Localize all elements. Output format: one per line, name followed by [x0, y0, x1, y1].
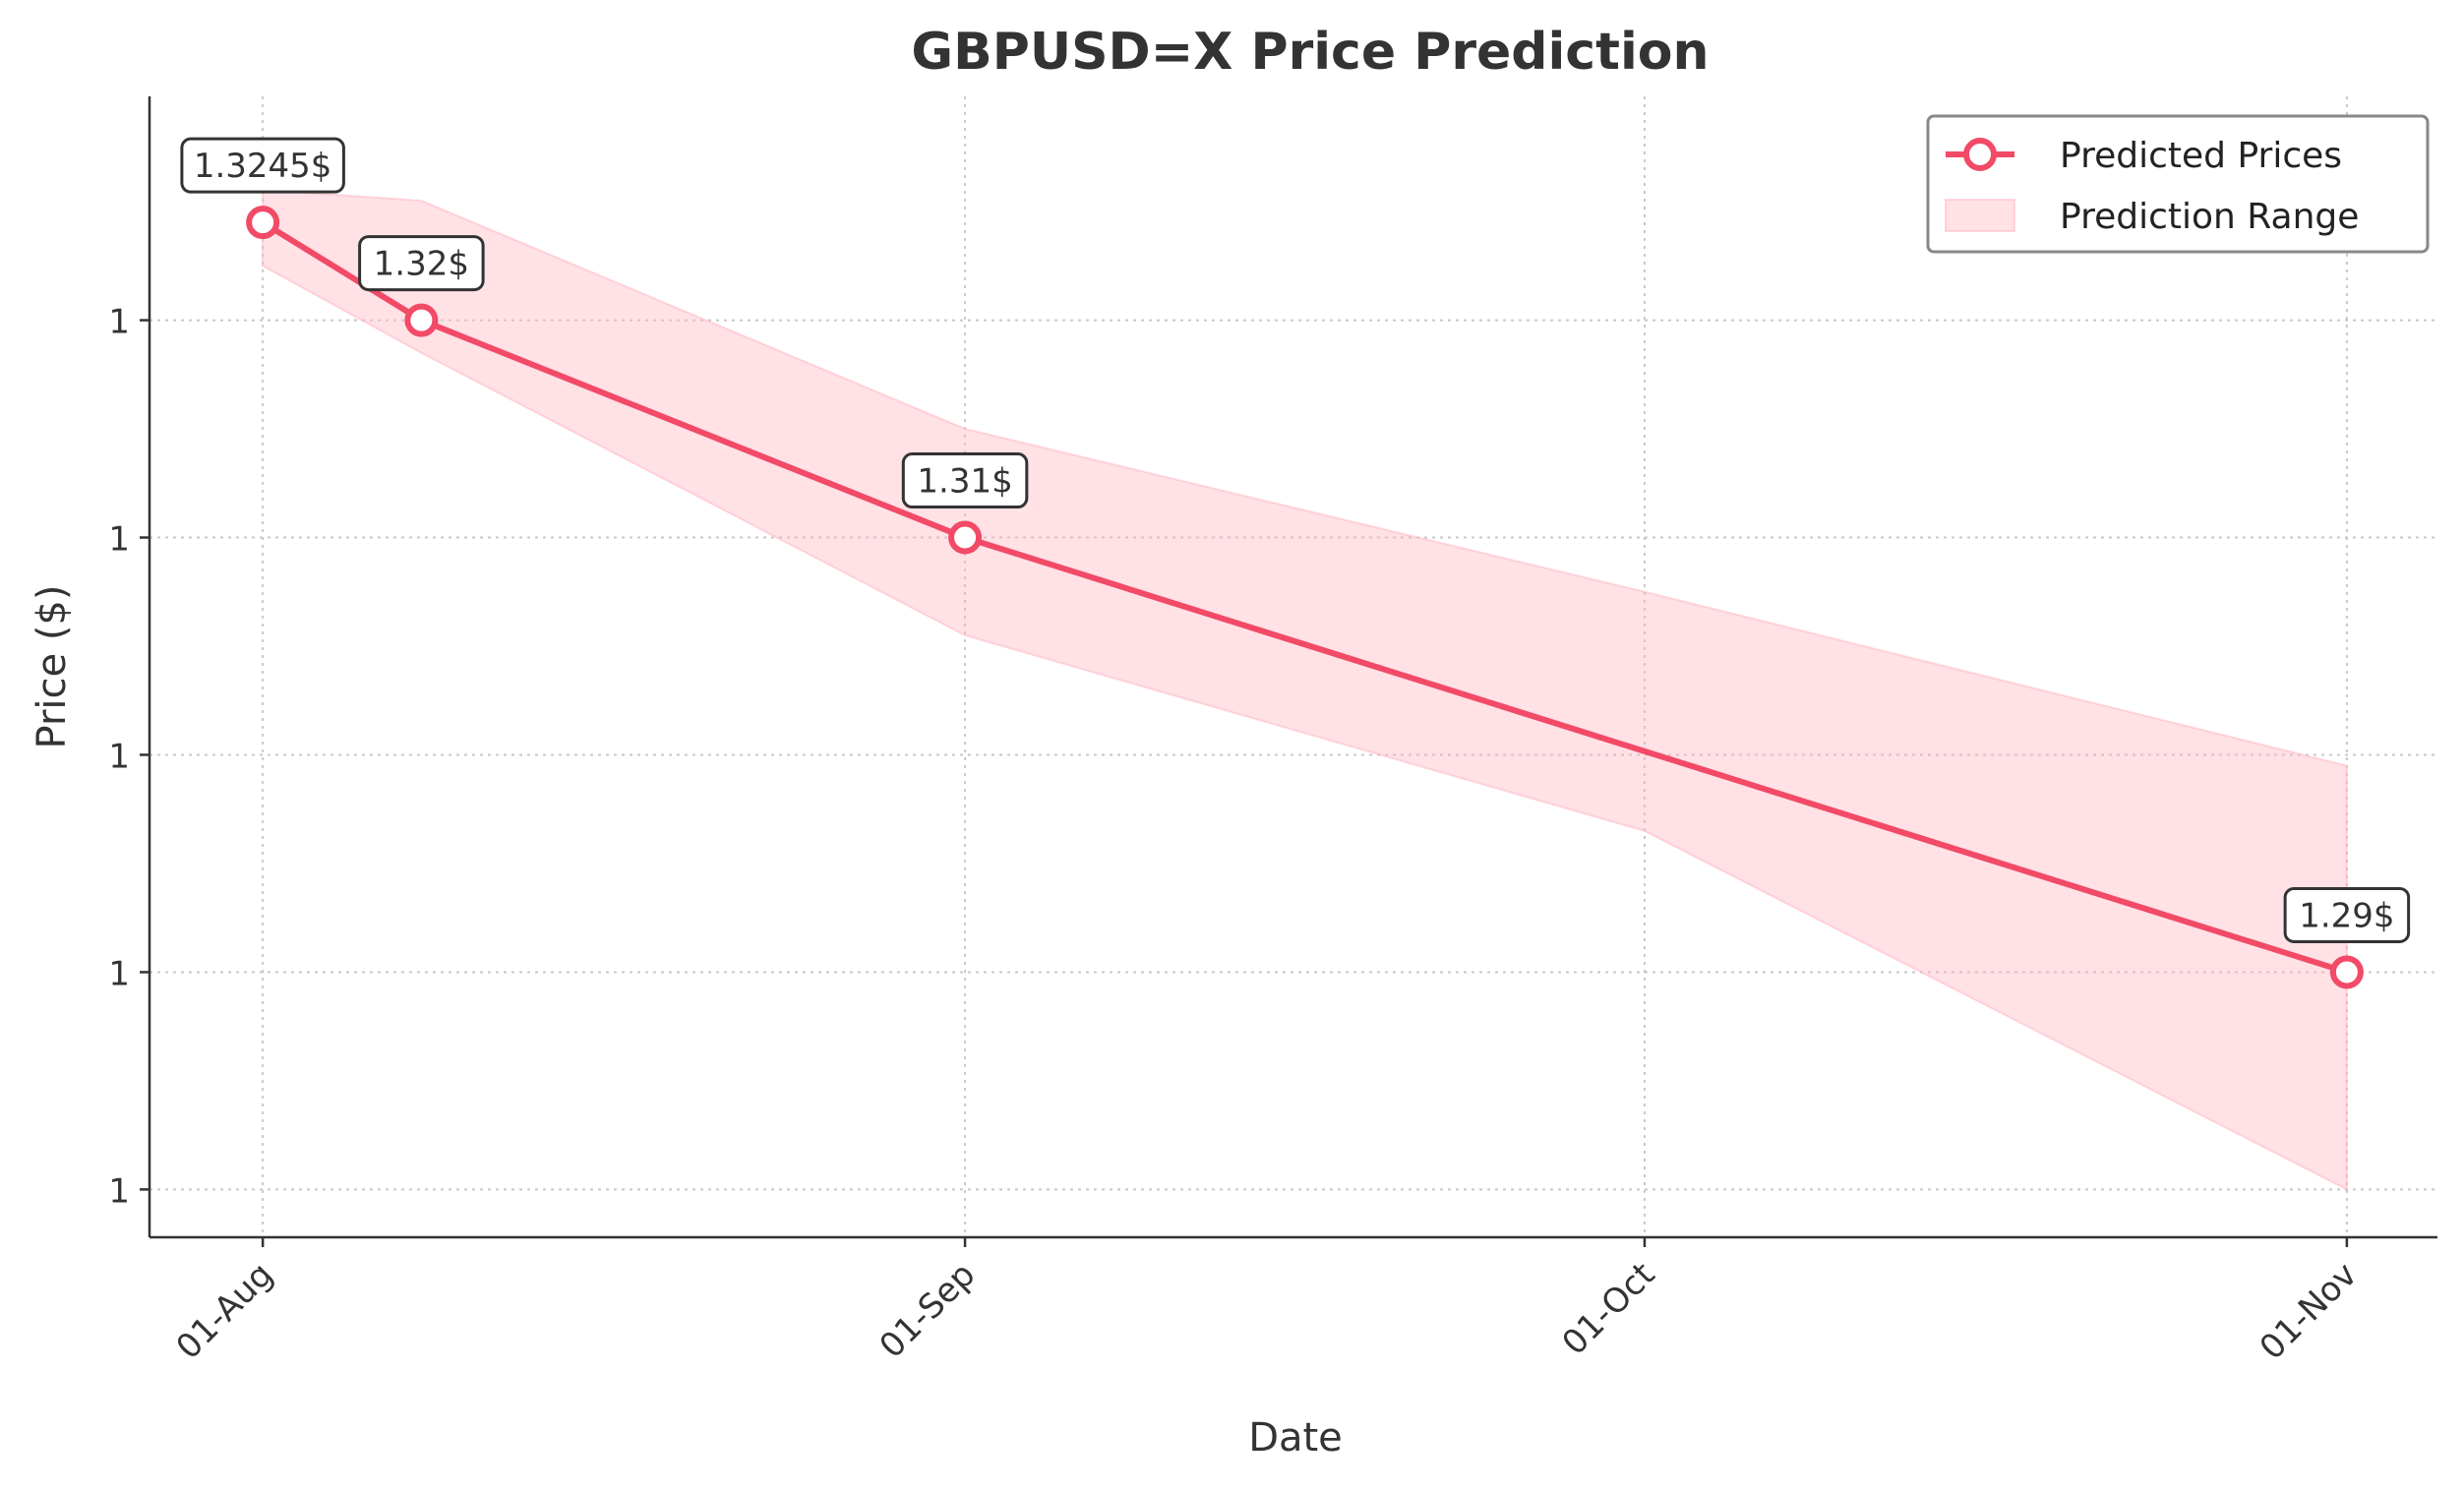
prediction-range-band	[262, 188, 2348, 1192]
predicted-line-layer	[246, 206, 2364, 989]
x-axis-label: Date	[1248, 1415, 1343, 1461]
annotations-layer: 1.3245$ 1.32$ 1.31$ 1.29$	[180, 137, 2411, 943]
predicted-price-point	[246, 206, 280, 240]
x-tick-label: 01-Oct	[1555, 1255, 1663, 1363]
value-annotation-box	[358, 235, 485, 292]
y-tick-label: 1	[108, 1171, 130, 1211]
legend-band-swatch	[1945, 199, 2015, 232]
value-annotation-box	[2283, 886, 2411, 943]
legend-marker-swatch	[1963, 138, 1997, 171]
legend-label-prediction-range: Prediction Range	[2060, 197, 2359, 237]
legend-box	[1926, 114, 2430, 254]
y-axis-label: Price ($)	[30, 585, 75, 749]
y-tick-label: 1	[108, 303, 130, 342]
y-tick-label: 1	[108, 737, 130, 776]
y-tick-label: 1	[108, 954, 130, 993]
predicted-price-point	[948, 520, 983, 555]
predicted-price-line	[261, 219, 2348, 976]
value-annotation-label: 1.29$	[2299, 896, 2394, 935]
y-tick-label: 1	[108, 520, 130, 560]
value-annotation-box	[901, 452, 1029, 509]
value-annotation-box	[180, 137, 345, 194]
x-tick-label: 01-Aug	[169, 1255, 281, 1367]
labels-layer: GBPUSD=X Price Prediction Date Price ($)	[30, 23, 1710, 1461]
legend-label-predicted-prices: Predicted Prices	[2060, 136, 2342, 176]
value-annotation-label: 1.3245$	[194, 147, 332, 186]
x-tick-label: 01-Sep	[872, 1255, 984, 1366]
x-tick-label: 01-Nov	[2253, 1255, 2365, 1367]
value-annotation-label: 1.32$	[374, 245, 469, 284]
prediction-range-layer	[262, 188, 2348, 1192]
value-annotation-label: 1.31$	[917, 462, 1012, 502]
grid-layer	[150, 96, 2437, 1237]
legend: Predicted Prices Prediction Range	[1926, 114, 2430, 254]
chart-title: GBPUSD=X Price Prediction	[911, 23, 1709, 82]
predicted-price-point	[404, 303, 439, 337]
predicted-price-point	[2329, 955, 2364, 989]
